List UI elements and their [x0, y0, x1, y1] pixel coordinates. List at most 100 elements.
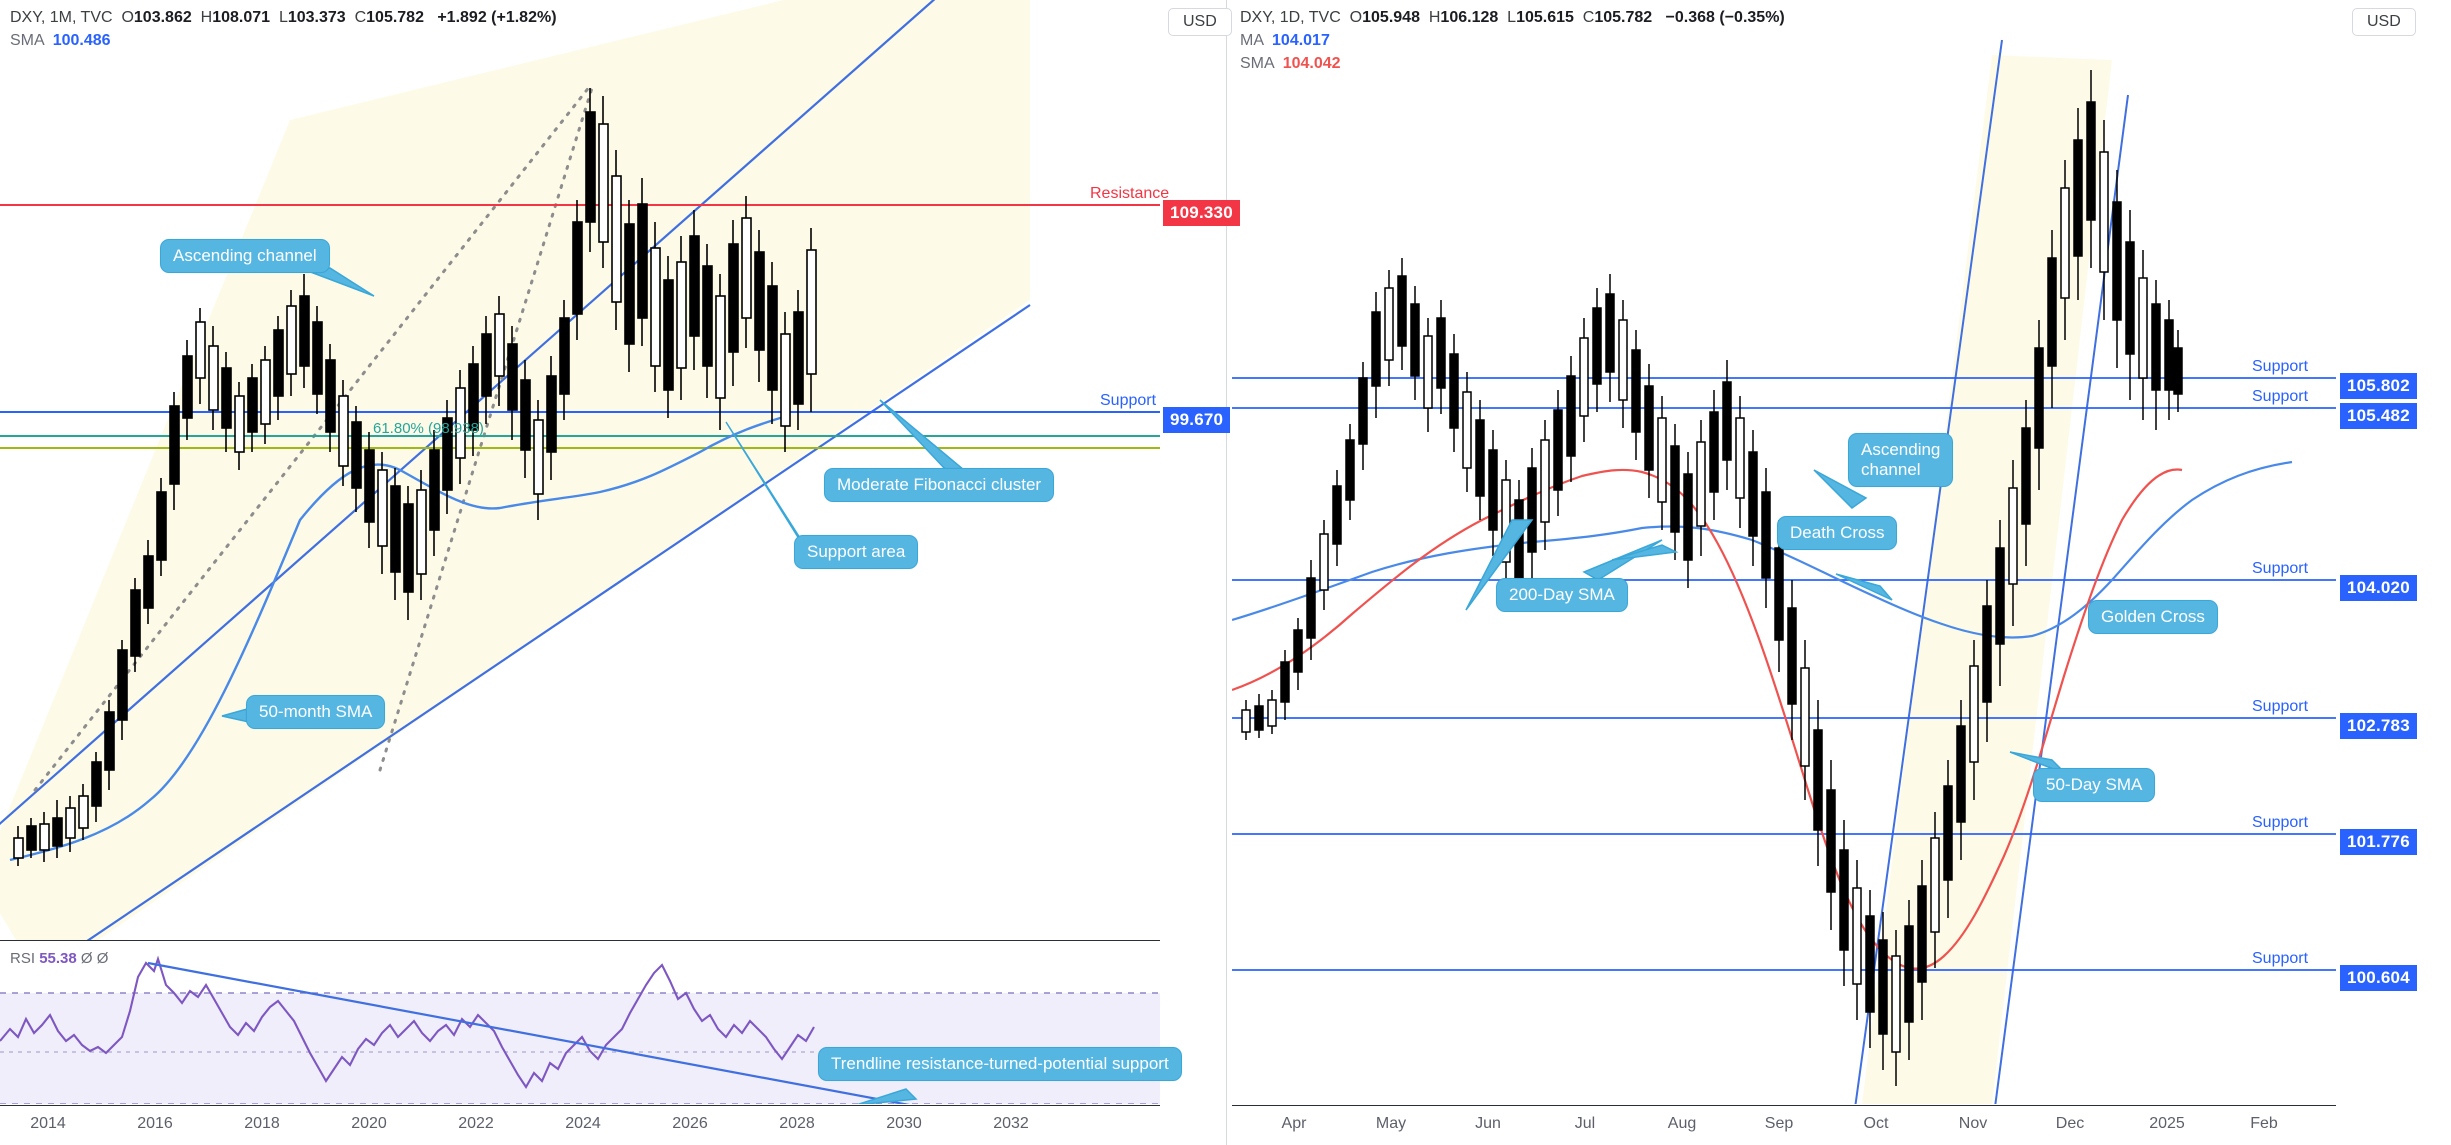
right-support-caption: Support — [2252, 560, 2309, 577]
left-sma-label[interactable]: SMA — [10, 32, 44, 50]
callout-support-area[interactable]: Support area — [794, 535, 919, 570]
callout-ascending-channel-right[interactable]: Ascending channel — [1848, 433, 1954, 488]
right-time-tick: Apr — [1281, 1115, 1307, 1132]
right-support-price-tag[interactable]: 104.020 — [2340, 575, 2417, 601]
left-time-tick: 2030 — [886, 1115, 922, 1132]
left-high-label: H — [200, 9, 213, 26]
fib-618-label: 61.80% (98.938) — [373, 420, 484, 437]
left-legend-ohlc-row: DXY, 1M, TVC O103.862 H108.071 L103.373 … — [10, 6, 557, 29]
sma-50-month-line — [9, 413, 791, 862]
right-support-price-tag[interactable]: 100.604 — [2340, 965, 2417, 991]
callout-50-month-sma[interactable]: 50-month SMA — [246, 695, 386, 730]
right-support-price-tag[interactable]: 105.802 — [2340, 373, 2417, 399]
sma-200-day-line — [1232, 460, 2293, 639]
callout-death-cross[interactable]: Death Cross — [1777, 516, 1898, 551]
right-support-caption: Support — [2252, 950, 2309, 967]
channel-upper-line — [0, 0, 936, 826]
right-support-caption: Support — [2252, 358, 2309, 375]
right-legend-ohlc-row: DXY, 1D, TVC O105.948 H106.128 L105.615 … — [1240, 6, 1785, 29]
right-legend-sma-row: SMA 104.042 — [1240, 52, 1785, 75]
callout-rsi-trendline[interactable]: Trendline resistance-turned-potential su… — [818, 1047, 1182, 1082]
right-time-axis[interactable]: AprMayJunJulAugSepOctNovDec2025FebMar — [1232, 1105, 2336, 1145]
support-price-tag[interactable]: 99.670 — [1163, 407, 1231, 433]
channel-lower-line — [86, 304, 1031, 940]
right-time-tick: Aug — [1667, 1115, 1697, 1132]
right-close-label: C — [1582, 9, 1595, 26]
right-low-value: 105.615 — [1516, 9, 1574, 26]
right-sma-value: 104.042 — [1282, 55, 1341, 73]
right-open-value: 105.948 — [1362, 9, 1420, 26]
right-time-tick: Feb — [2250, 1115, 2278, 1132]
rsi-arg-1: Ø — [80, 950, 93, 967]
left-high-value: 108.071 — [212, 9, 271, 26]
dotted-trend-line — [378, 86, 594, 772]
rsi-legend: RSI 55.38 Ø Ø — [10, 948, 108, 970]
left-chart-pane: 116.000114.000112.000110.000108.000106.0… — [0, 0, 1160, 1145]
tail-golden-cross — [1835, 573, 1893, 601]
callout-ascending-channel-left[interactable]: Ascending channel — [160, 239, 330, 274]
left-open-label: O — [121, 9, 134, 26]
left-time-tick: 2024 — [565, 1115, 601, 1132]
left-currency-pill[interactable]: USD — [1168, 8, 1232, 36]
right-legend-ma-row: MA 104.017 — [1240, 29, 1785, 52]
left-rsi-svg — [0, 955, 1160, 1104]
right-currency-pill[interactable]: USD — [2352, 8, 2416, 36]
rsi-line — [0, 955, 815, 1089]
right-price-plot[interactable] — [1232, 0, 2336, 1104]
right-time-tick: Nov — [1958, 1115, 1988, 1132]
right-time-tick: Sep — [1764, 1115, 1794, 1132]
left-time-tick: 2020 — [351, 1115, 387, 1132]
tail-ascending-channel-right — [1813, 469, 1868, 509]
right-high-value: 106.128 — [1440, 9, 1499, 26]
left-time-tick: 2028 — [779, 1115, 815, 1132]
right-ma-value: 104.017 — [1272, 32, 1330, 50]
left-time-tick: 2016 — [137, 1115, 173, 1132]
callout-moderate-fibonacci-cluster[interactable]: Moderate Fibonacci cluster — [824, 468, 1055, 503]
callout-200-day-sma[interactable]: 200-Day SMA — [1496, 578, 1628, 613]
left-change-value: +1.892 (+1.82%) — [437, 9, 557, 26]
left-time-tick: 2022 — [458, 1115, 494, 1132]
left-rsi-plot[interactable] — [0, 941, 1160, 1104]
right-support-caption: Support — [2252, 814, 2309, 831]
left-legend-sma-row: SMA 100.486 — [10, 29, 557, 52]
right-price-svg — [1232, 39, 2336, 1104]
right-chart-pane: 108.500108.000107.500107.000106.500106.0… — [1232, 0, 2336, 1145]
rsi-trendline — [147, 961, 910, 1104]
right-ma-label[interactable]: MA — [1240, 32, 1264, 50]
left-candlesticks — [13, 88, 817, 866]
charts-separator — [1226, 0, 1227, 1145]
right-symbol-label[interactable]: DXY, 1D, TVC — [1240, 9, 1341, 26]
left-time-tick: 2026 — [672, 1115, 708, 1132]
left-time-tick: 2014 — [30, 1115, 66, 1132]
tail-rsi-callout — [856, 1088, 918, 1104]
left-symbol-label[interactable]: DXY, 1M, TVC — [10, 9, 113, 26]
right-time-tick: Oct — [1863, 1115, 1889, 1132]
right-support-price-tag[interactable]: 102.783 — [2340, 713, 2417, 739]
right-time-tick: Dec — [2055, 1115, 2085, 1132]
right-support-caption: Support — [2252, 388, 2309, 405]
right-high-label: H — [1428, 9, 1441, 26]
right-support-price-tag[interactable]: 105.482 — [2340, 403, 2417, 429]
right-time-tick: Jun — [1475, 1115, 1501, 1132]
left-pane-divider — [0, 940, 1160, 941]
right-channel-lower — [1854, 39, 2003, 1104]
right-sma-label[interactable]: SMA — [1240, 55, 1274, 73]
right-support-price-tag[interactable]: 101.776 — [2340, 829, 2417, 855]
callout-50-day-sma[interactable]: 50-Day SMA — [2033, 768, 2156, 803]
right-time-tick: May — [1375, 1115, 1407, 1132]
left-low-value: 103.373 — [287, 9, 346, 26]
right-time-tick: 2025 — [2149, 1115, 2185, 1132]
right-open-label: O — [1349, 9, 1363, 26]
rsi-label[interactable]: RSI — [10, 950, 36, 967]
right-support-caption: Support — [2252, 698, 2309, 715]
resistance-price-tag[interactable]: 109.330 — [1163, 200, 1240, 226]
right-change-value: −0.368 (−0.35%) — [1665, 9, 1785, 26]
tail-death-cross — [1582, 539, 1663, 581]
right-time-tick: Jul — [1574, 1115, 1596, 1132]
resistance-caption: Resistance — [1090, 185, 1170, 202]
left-close-label: C — [354, 9, 367, 26]
tail-200-day-sma — [1465, 519, 1534, 611]
callout-golden-cross[interactable]: Golden Cross — [2088, 600, 2218, 635]
left-time-axis[interactable]: 2014 2016 2018 2020 2022 2024 2026 2028 2030 2032 — [0, 1105, 1160, 1145]
